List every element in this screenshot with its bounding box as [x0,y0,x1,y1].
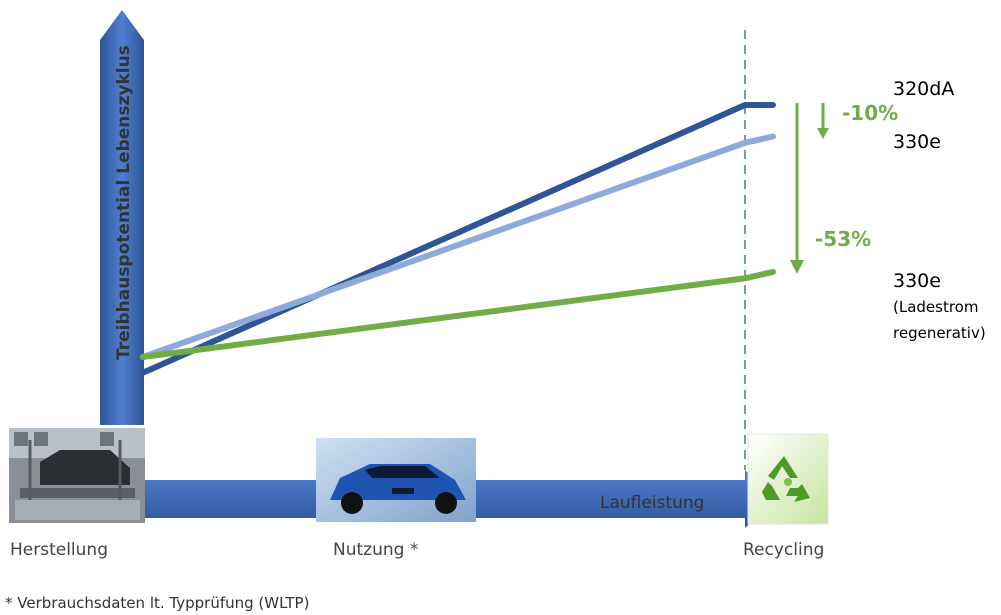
y-axis-arrow [100,10,144,425]
annotation-arrow-53 [790,103,804,274]
series-layer [140,102,776,376]
stage-label-nutzung: Nutzung * [333,540,418,560]
series-sublabel-2-0: (Ladestrom [893,298,978,316]
annotation-10-label: -10% [842,101,898,125]
annotation-arrow-10 [817,103,829,139]
annotation-53-label: -53% [815,227,871,251]
series-sublabel-2-1: regenerativ) [893,324,986,342]
stage-label-herstellung: Herstellung [10,540,108,560]
footnote: * Verbrauchsdaten lt. Typprüfung (WLTP) [5,594,309,612]
series-label-2: 330e [893,270,941,292]
stage-label-recycling: Recycling [743,540,824,560]
series-label-0: 320dA [893,78,954,100]
x-axis-label: Laufleistung [600,493,704,513]
series-labels: 320dA 330e 330e (Ladestrom regenerativ) [893,78,986,342]
factory-image [9,428,145,523]
series-label-1: 330e [893,131,941,153]
series-line-2 [140,268,776,360]
car-image [316,438,476,522]
series-line-1 [140,133,776,360]
series-line-0 [140,102,776,376]
y-axis-label: Treibhauspotential Lebenszyklus [114,45,134,360]
recycling-icon [747,433,829,525]
